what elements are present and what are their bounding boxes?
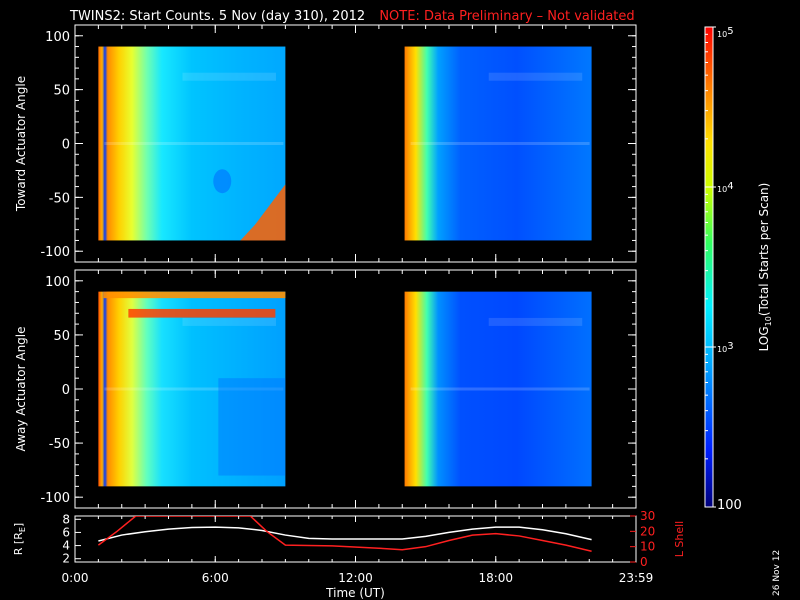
colorbar-label: LOG10(Total Starts per Scan)	[757, 183, 773, 352]
label-sub: E	[18, 527, 27, 532]
heatmap-stripe-zero	[104, 387, 284, 391]
y-axis-label: Away Actuator Angle	[14, 326, 28, 451]
heatmap-cool-region	[218, 378, 286, 476]
colorbar-gradient	[704, 26, 714, 508]
tick-base: 10	[717, 30, 727, 39]
y-tick-label: 2	[62, 552, 70, 566]
y-axis-label: Toward Actuator Angle	[14, 76, 28, 212]
label-part: R [R	[12, 532, 25, 555]
y-tick-label-right: 30	[640, 509, 655, 523]
tick-base: 100	[717, 498, 742, 513]
y-tick-label-right: 0	[640, 555, 648, 569]
heatmap-hot-band	[103, 291, 286, 299]
heatmap-block	[404, 46, 592, 241]
title-note: NOTE: Data Preliminary – Not validated	[379, 9, 635, 24]
x-axis-label: Time (UT)	[325, 586, 385, 600]
tick-exp: 3	[727, 341, 733, 352]
chart-title: TWINS2: Start Counts. 5 Nov (day 310), 2…	[70, 8, 740, 28]
colorbar-tick-label: 100	[717, 498, 742, 513]
label-part: ]	[12, 523, 25, 527]
heatmap-band	[488, 72, 583, 81]
heatmap-stripe-zero	[104, 142, 284, 145]
tick-base: 10	[717, 185, 727, 194]
y-tick-label: 6	[62, 525, 70, 539]
x-tick-label: 6:00	[202, 571, 229, 585]
y-tick-label: 0	[62, 383, 70, 398]
x-tick-label: 0:00	[62, 571, 89, 585]
y-tick-label: 50	[53, 84, 70, 99]
y-tick-label: 8	[62, 512, 70, 526]
tick-exp: 4	[727, 181, 733, 192]
tick-base: 10	[717, 345, 727, 354]
heatmap-block	[98, 46, 286, 241]
y-tick-label: -100	[40, 491, 70, 506]
label-part: (Total Starts per Scan)	[757, 183, 771, 317]
x-tick-label: 18:00	[478, 571, 513, 585]
y-tick-label: -100	[40, 245, 70, 260]
label-part: LOG	[757, 326, 771, 351]
heatmap-band	[488, 317, 583, 326]
heatmap-panel-top: 100 50 0 -50 -100 Toward Actuator Angle	[14, 24, 637, 263]
heatmap-band	[182, 317, 277, 326]
y-tick-label-right: 10	[640, 540, 655, 554]
heatmap-hot-corner	[240, 184, 286, 241]
label-sub: 10	[764, 316, 773, 326]
y-tick-label: -50	[49, 437, 70, 452]
y-tick-label: 100	[45, 275, 70, 290]
series-r-line	[98, 526, 592, 542]
series-l-shell-line	[97, 516, 592, 552]
heatmap-block	[98, 291, 286, 487]
tick-exp: 5	[727, 26, 733, 37]
y-tick-label: 4	[62, 539, 70, 553]
colorbar-tick-label: 103	[717, 341, 734, 354]
y-axis-label-left: R [RE]	[12, 523, 27, 555]
title-main: TWINS2: Start Counts. 5 Nov (day 310), 2…	[70, 9, 366, 24]
y-axis-label-right: L Shell	[673, 521, 686, 557]
date-stamp: 26 Nov 12	[772, 549, 782, 596]
y-tick-label-right: 20	[640, 524, 655, 538]
y-tick-label: 0	[62, 138, 70, 153]
heatmap-hot-band	[128, 308, 276, 318]
y-tick-label: 100	[45, 30, 70, 45]
heatmap-stripe-zero	[410, 387, 590, 391]
heatmap-band	[182, 72, 277, 81]
x-tick-label: 12:00	[338, 571, 373, 585]
colorbar-tick-label: 105	[717, 26, 734, 39]
y-tick-label: -50	[49, 191, 70, 206]
x-tick-label: 23:59	[619, 571, 654, 585]
y-tick-label: 50	[53, 329, 70, 344]
heatmap-panel-middle: 100 50 0 -50 -100 Away Actuator Angle	[14, 269, 637, 509]
colorbar-tick-label: 104	[717, 181, 734, 194]
heatmap-block	[404, 291, 592, 487]
heatmap-blob	[213, 169, 232, 194]
heatmap-stripe-zero	[410, 142, 590, 145]
